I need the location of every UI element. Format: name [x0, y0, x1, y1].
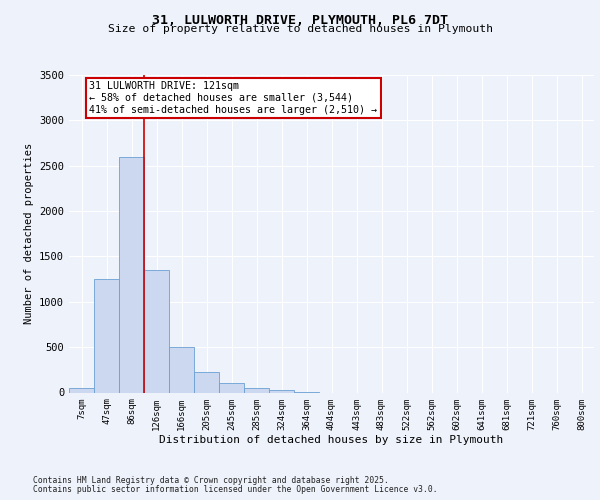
Text: 31, LULWORTH DRIVE, PLYMOUTH, PL6 7DT: 31, LULWORTH DRIVE, PLYMOUTH, PL6 7DT: [152, 14, 448, 27]
Text: Contains public sector information licensed under the Open Government Licence v3: Contains public sector information licen…: [33, 485, 437, 494]
Bar: [94, 279, 119, 392]
Bar: [169, 347, 194, 393]
Bar: [194, 372, 219, 392]
Text: 31 LULWORTH DRIVE: 121sqm
← 58% of detached houses are smaller (3,544)
41% of se: 31 LULWORTH DRIVE: 121sqm ← 58% of detac…: [89, 82, 377, 114]
Bar: [119, 156, 144, 392]
Bar: [144, 270, 169, 392]
Y-axis label: Number of detached properties: Number of detached properties: [23, 143, 34, 324]
Bar: [69, 388, 94, 392]
Bar: [244, 388, 269, 392]
Bar: [269, 390, 294, 392]
X-axis label: Distribution of detached houses by size in Plymouth: Distribution of detached houses by size …: [160, 435, 503, 445]
Bar: [219, 384, 244, 392]
Text: Contains HM Land Registry data © Crown copyright and database right 2025.: Contains HM Land Registry data © Crown c…: [33, 476, 389, 485]
Text: Size of property relative to detached houses in Plymouth: Size of property relative to detached ho…: [107, 24, 493, 34]
